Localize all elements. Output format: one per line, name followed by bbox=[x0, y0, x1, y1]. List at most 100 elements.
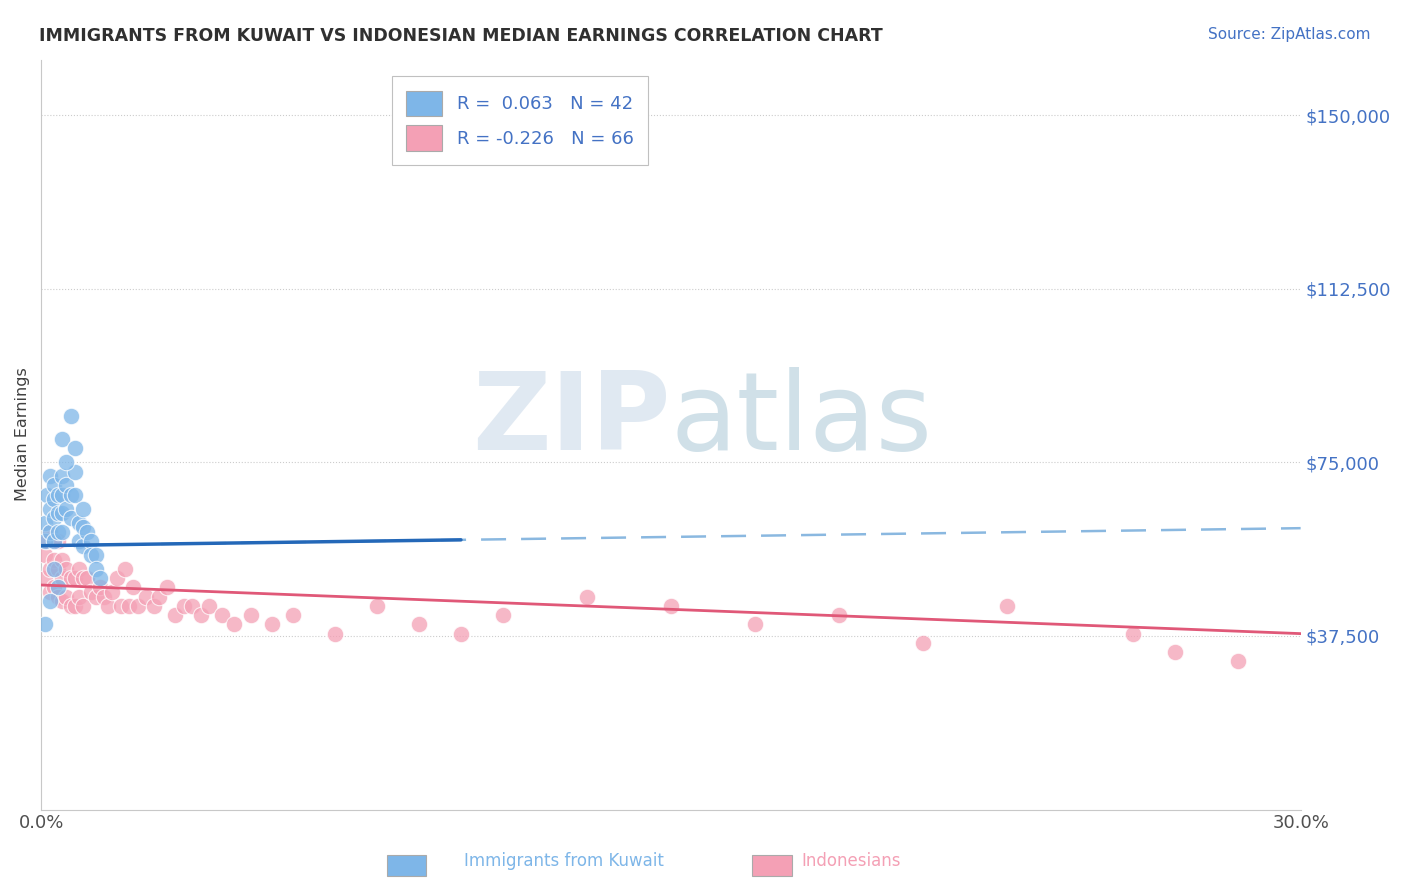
Point bbox=[38, 524, 60, 539]
Point bbox=[72, 520, 94, 534]
Point bbox=[38, 562, 60, 576]
Point bbox=[51, 432, 73, 446]
Point bbox=[42, 580, 65, 594]
Point bbox=[46, 562, 69, 576]
Point bbox=[34, 516, 56, 530]
Point bbox=[59, 571, 82, 585]
Point bbox=[80, 548, 103, 562]
Point bbox=[42, 534, 65, 549]
Point bbox=[122, 580, 145, 594]
FancyBboxPatch shape bbox=[387, 855, 426, 876]
Point bbox=[156, 580, 179, 594]
Point bbox=[63, 465, 86, 479]
Point bbox=[1122, 626, 1144, 640]
Point bbox=[63, 488, 86, 502]
Point bbox=[190, 608, 212, 623]
Point bbox=[744, 617, 766, 632]
Point bbox=[72, 539, 94, 553]
Point bbox=[101, 585, 124, 599]
Point bbox=[181, 599, 204, 613]
Point bbox=[97, 599, 120, 613]
Text: atlas: atlas bbox=[671, 367, 932, 473]
Point bbox=[55, 562, 77, 576]
Point bbox=[46, 488, 69, 502]
Point bbox=[72, 501, 94, 516]
Text: IMMIGRANTS FROM KUWAIT VS INDONESIAN MEDIAN EARNINGS CORRELATION CHART: IMMIGRANTS FROM KUWAIT VS INDONESIAN MED… bbox=[39, 27, 883, 45]
Point bbox=[80, 534, 103, 549]
Point bbox=[42, 492, 65, 507]
Point bbox=[143, 599, 166, 613]
Point bbox=[51, 594, 73, 608]
Point bbox=[127, 599, 149, 613]
Point bbox=[38, 524, 60, 539]
Point bbox=[211, 608, 233, 623]
Point bbox=[63, 599, 86, 613]
Point bbox=[89, 580, 111, 594]
Point bbox=[84, 562, 107, 576]
Point bbox=[46, 524, 69, 539]
Point bbox=[42, 478, 65, 492]
Point bbox=[34, 571, 56, 585]
Point bbox=[55, 590, 77, 604]
Point bbox=[63, 571, 86, 585]
Legend: R =  0.063   N = 42, R = -0.226   N = 66: R = 0.063 N = 42, R = -0.226 N = 66 bbox=[392, 76, 648, 165]
Point bbox=[59, 599, 82, 613]
Point bbox=[38, 594, 60, 608]
Point bbox=[67, 562, 90, 576]
Point bbox=[1163, 645, 1185, 659]
Point bbox=[51, 488, 73, 502]
Point bbox=[93, 590, 115, 604]
Point bbox=[1226, 654, 1249, 668]
Point bbox=[105, 571, 128, 585]
Point bbox=[173, 599, 195, 613]
Y-axis label: Median Earnings: Median Earnings bbox=[15, 368, 30, 501]
Point bbox=[165, 608, 187, 623]
Point bbox=[575, 590, 598, 604]
Point bbox=[260, 617, 283, 632]
Point bbox=[492, 608, 515, 623]
Point bbox=[450, 626, 472, 640]
Point bbox=[110, 599, 132, 613]
Point bbox=[323, 626, 346, 640]
Point bbox=[148, 590, 170, 604]
Point bbox=[38, 501, 60, 516]
Point bbox=[51, 571, 73, 585]
Point bbox=[51, 469, 73, 483]
Text: Source: ZipAtlas.com: Source: ZipAtlas.com bbox=[1208, 27, 1371, 42]
Point bbox=[42, 552, 65, 566]
Point bbox=[828, 608, 851, 623]
Point bbox=[46, 506, 69, 520]
Point bbox=[67, 590, 90, 604]
Text: Indonesians: Indonesians bbox=[801, 852, 901, 870]
Point bbox=[408, 617, 430, 632]
Point bbox=[42, 511, 65, 525]
Point bbox=[76, 571, 98, 585]
Point bbox=[89, 571, 111, 585]
Point bbox=[55, 478, 77, 492]
Point bbox=[67, 534, 90, 549]
Point bbox=[34, 617, 56, 632]
Point bbox=[34, 534, 56, 549]
Point bbox=[55, 501, 77, 516]
Point bbox=[51, 524, 73, 539]
Point bbox=[72, 571, 94, 585]
Point bbox=[38, 585, 60, 599]
Point bbox=[34, 548, 56, 562]
Point bbox=[67, 516, 90, 530]
Point bbox=[46, 534, 69, 549]
Point bbox=[198, 599, 221, 613]
Point bbox=[51, 552, 73, 566]
Point bbox=[84, 590, 107, 604]
Point bbox=[80, 585, 103, 599]
Point bbox=[42, 534, 65, 549]
Point bbox=[114, 562, 136, 576]
Point bbox=[51, 506, 73, 520]
Point bbox=[240, 608, 263, 623]
Point bbox=[366, 599, 388, 613]
Point bbox=[76, 524, 98, 539]
Point bbox=[659, 599, 682, 613]
Point bbox=[72, 599, 94, 613]
Point bbox=[59, 488, 82, 502]
Point bbox=[55, 455, 77, 469]
Point bbox=[46, 590, 69, 604]
